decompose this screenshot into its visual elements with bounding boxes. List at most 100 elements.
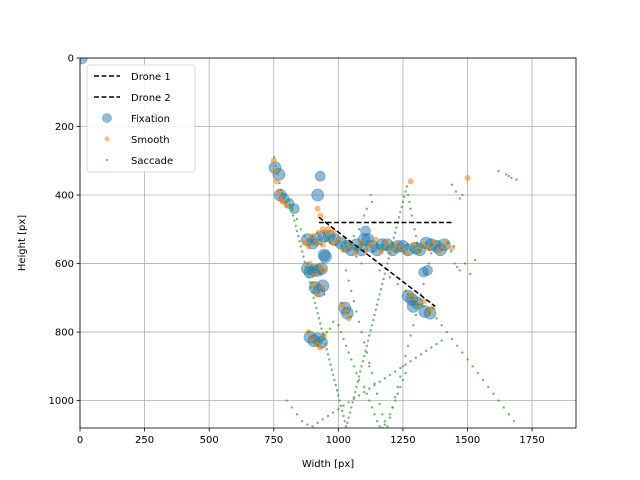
saccade-point <box>370 200 374 204</box>
saccade-point <box>510 176 513 180</box>
saccade-point <box>397 243 400 246</box>
saccade-point <box>311 291 314 294</box>
saccade-point <box>401 365 405 368</box>
saccade-point <box>384 248 388 252</box>
saccade-point <box>347 401 350 404</box>
saccade-point <box>357 378 361 382</box>
saccade-point <box>476 371 480 375</box>
saccade-point <box>409 248 412 252</box>
saccade-point <box>338 399 341 402</box>
saccade-point <box>350 358 353 361</box>
saccade-point <box>334 243 337 246</box>
smooth-point <box>407 178 414 185</box>
saccade-point <box>347 279 350 282</box>
saccade-point <box>309 267 313 270</box>
saccade-point <box>352 395 356 399</box>
saccade-point <box>356 250 359 253</box>
saccade-point <box>368 334 371 337</box>
saccade-point <box>324 342 327 346</box>
saccade-point <box>450 337 454 341</box>
y-tick-label: 800 <box>55 328 74 339</box>
saccade-point <box>357 228 361 231</box>
saccade-point <box>427 262 430 265</box>
saccade-point <box>273 156 276 159</box>
saccade-point <box>452 245 456 248</box>
saccade-point <box>378 293 381 296</box>
saccade-point <box>408 200 411 204</box>
legend-fixation-marker <box>102 113 112 123</box>
saccade-point <box>341 409 344 413</box>
saccade-point <box>446 241 450 245</box>
saccade-point <box>352 300 356 303</box>
saccade-point <box>359 241 363 245</box>
saccade-point <box>337 324 340 327</box>
saccade-point <box>359 370 362 373</box>
saccade-point <box>316 291 320 294</box>
saccade-point <box>369 329 372 332</box>
saccade-point <box>414 356 418 359</box>
saccade-point <box>291 214 295 217</box>
saccade-point <box>492 392 495 395</box>
saccade-point <box>302 255 305 258</box>
saccade-point <box>409 334 412 337</box>
saccade-point <box>368 387 371 390</box>
saccade-point <box>400 205 403 209</box>
smooth-point <box>272 168 279 175</box>
smooth-point <box>367 241 374 248</box>
saccade-point <box>383 423 387 426</box>
saccade-point <box>348 411 352 414</box>
saccade-point <box>405 185 408 188</box>
saccade-point <box>412 324 415 327</box>
saccade-point <box>333 378 336 382</box>
saccade-point <box>395 226 398 229</box>
x-axis-label: Width [px] <box>302 459 354 470</box>
saccade-point <box>362 390 366 394</box>
smooth-point <box>301 240 308 246</box>
saccade-point <box>437 240 440 243</box>
plot-area <box>80 58 518 428</box>
saccade-point <box>357 394 361 397</box>
saccade-point <box>419 353 423 356</box>
saccade-point <box>421 245 425 248</box>
saccade-point <box>313 301 317 305</box>
y-axis: 0 200 400 600 800 1000 <box>49 54 80 407</box>
saccade-point <box>366 240 369 243</box>
saccade-point <box>375 303 379 306</box>
saccade-point <box>417 303 420 306</box>
saccade-point <box>331 411 335 414</box>
x-tick-label: 1750 <box>519 435 544 446</box>
fixation-point <box>311 188 324 202</box>
saccade-point <box>306 262 310 265</box>
smooth-point <box>315 229 322 236</box>
saccade-point <box>320 327 323 330</box>
saccade-point <box>413 300 416 303</box>
saccade-point <box>330 368 334 371</box>
saccade-point <box>337 240 341 243</box>
saccade-point <box>342 248 345 252</box>
smooth-point <box>283 202 290 209</box>
smooth-point <box>406 291 413 298</box>
saccade-point <box>346 421 349 425</box>
x-tick-label: 1250 <box>390 435 415 446</box>
saccade-point <box>315 231 319 234</box>
saccade-point <box>306 270 309 274</box>
saccade-point <box>288 198 291 202</box>
y-tick-label: 400 <box>55 191 74 202</box>
saccade-point <box>312 270 316 274</box>
saccade-point <box>357 375 361 378</box>
saccade-point <box>331 373 335 377</box>
fixation-point <box>80 58 88 65</box>
saccade-point <box>377 298 380 301</box>
saccade-point <box>337 407 340 411</box>
saccade-point <box>369 245 372 248</box>
saccade-point <box>365 344 368 347</box>
saccade-point <box>387 257 390 260</box>
smooth-point <box>439 243 446 250</box>
saccade-point <box>284 200 288 204</box>
saccade-point <box>329 363 332 366</box>
saccade-point <box>393 399 397 402</box>
drone-2-line <box>318 216 436 307</box>
saccade-point <box>331 234 334 238</box>
saccade-point <box>334 383 337 387</box>
saccade-point <box>298 240 301 243</box>
